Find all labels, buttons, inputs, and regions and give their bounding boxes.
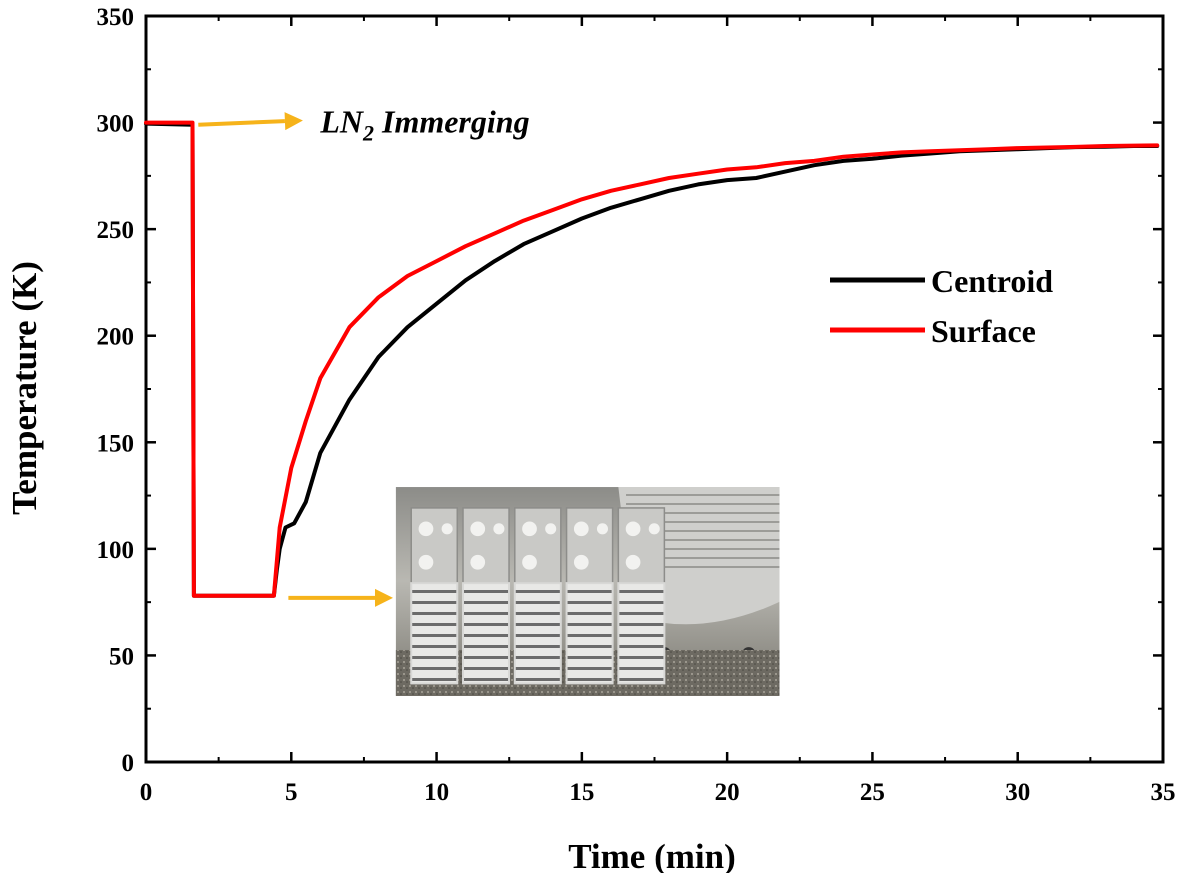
- rack-shelves: [513, 582, 562, 685]
- ln2-immerging-annotation: LN2 Immerging: [319, 104, 529, 146]
- rack-hole: [493, 523, 505, 535]
- rack-hole: [625, 554, 641, 570]
- rack-top-plate: [462, 507, 510, 584]
- rack-hole: [470, 554, 486, 570]
- rack-shelves: [462, 582, 511, 685]
- y-tick-label: 300: [97, 111, 135, 138]
- rack-hole: [573, 521, 589, 537]
- annotations: LN2 Immerging: [198, 104, 530, 607]
- data-series: [144, 120, 1160, 598]
- annotation-rest: Immerging: [374, 104, 530, 140]
- x-tick-label: 0: [140, 779, 153, 806]
- rack-hole: [522, 554, 537, 570]
- y-tick-label: 50: [109, 643, 134, 670]
- annotation-arrow-head: [374, 588, 393, 607]
- x-tick-label: 15: [569, 779, 594, 806]
- x-tick-label: 35: [1151, 779, 1176, 806]
- x-tick-label: 25: [860, 779, 885, 806]
- annotation-subscript: 2: [362, 121, 374, 146]
- x-tick-label: 5: [285, 779, 298, 806]
- x-axis-title: Time (min): [568, 837, 736, 873]
- rack-top-plate: [565, 507, 614, 584]
- rack-hole: [441, 523, 453, 535]
- rack-hole: [596, 523, 608, 535]
- rack-top-plate: [410, 507, 459, 584]
- y-tick-label: 200: [97, 324, 135, 351]
- x-tick-label: 10: [424, 779, 449, 806]
- inset-photo: [395, 487, 780, 696]
- annotation-main: LN: [319, 104, 365, 140]
- legend: Centroid Surface: [830, 263, 1053, 349]
- y-tick-label: 150: [97, 430, 135, 457]
- series-line-surface: [144, 120, 1160, 598]
- rack-hole: [573, 554, 589, 570]
- axis-ticks: [144, 14, 1165, 764]
- annotation-arrow-shaft: [198, 119, 286, 127]
- x-tick-label: 20: [715, 779, 740, 806]
- y-tick-label: 250: [97, 217, 135, 244]
- rack-shelves: [410, 582, 459, 685]
- rack-hole: [418, 521, 434, 537]
- rack-top-plate: [617, 507, 666, 584]
- rack-hole: [648, 523, 660, 535]
- rack-hole: [470, 521, 486, 537]
- rack-hole: [625, 521, 641, 537]
- y-tick-label: 100: [97, 537, 135, 564]
- annotation-arrow-head: [284, 112, 303, 131]
- legend-label-centroid: Centroid: [931, 263, 1053, 299]
- y-tick-label: 350: [97, 4, 135, 31]
- rack-top-plate: [514, 507, 562, 584]
- y-tick-label: 0: [122, 750, 135, 777]
- rack-hole: [418, 554, 434, 570]
- rack-shelves: [617, 582, 666, 685]
- rack-hole: [522, 521, 537, 537]
- rack-shelves: [565, 582, 614, 685]
- x-tick-label: 30: [1005, 779, 1030, 806]
- y-axis-title: Temperature (K): [5, 261, 44, 515]
- photo-racks: [410, 507, 666, 685]
- legend-label-surface: Surface: [931, 313, 1036, 349]
- rack-hole: [545, 523, 557, 535]
